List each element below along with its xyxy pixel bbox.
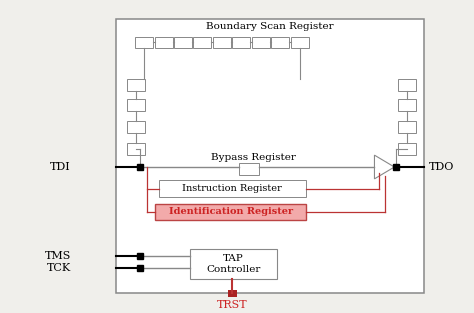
Bar [127,79,145,90]
Bar [398,99,416,111]
Text: TRST: TRST [217,300,247,310]
Bar [155,204,306,220]
Text: Instruction Register: Instruction Register [182,184,282,193]
Bar [127,143,145,155]
Bar [135,37,153,49]
Bar [398,121,416,133]
Bar [228,290,237,296]
Text: TDI: TDI [50,162,71,172]
Bar [252,37,270,49]
Bar [116,19,424,293]
Text: TAP
Controller: TAP Controller [206,254,261,274]
Bar [127,99,145,111]
Bar [213,37,231,49]
Bar [239,163,259,175]
Text: TMS: TMS [45,251,71,261]
Bar [190,249,277,280]
Text: TDO: TDO [429,162,455,172]
Bar [174,37,192,49]
Bar [159,180,306,197]
Bar [398,143,416,155]
Bar [155,37,173,49]
Text: Boundary Scan Register: Boundary Scan Register [206,22,334,31]
Bar [193,37,211,49]
Polygon shape [374,155,394,179]
Bar [398,79,416,90]
Text: Identification Register: Identification Register [169,208,293,217]
Text: Bypass Register: Bypass Register [211,153,296,162]
Bar [271,37,289,49]
Text: TCK: TCK [47,263,71,273]
Bar [291,37,309,49]
Bar [127,121,145,133]
Bar [232,37,250,49]
